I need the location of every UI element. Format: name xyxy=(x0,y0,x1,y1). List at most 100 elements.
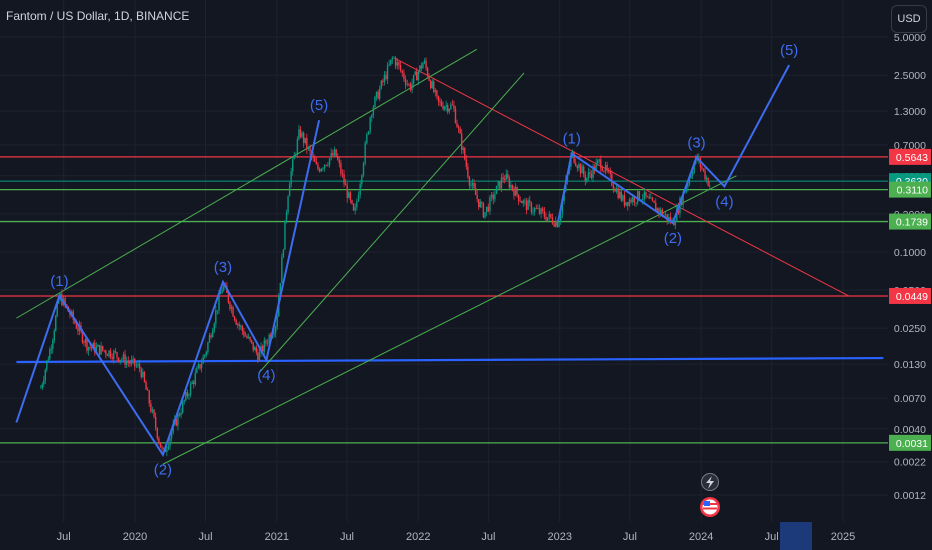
candle xyxy=(499,181,501,190)
candle xyxy=(416,67,418,81)
candle xyxy=(623,190,626,208)
trend-line-8[interactable] xyxy=(16,48,478,319)
candle xyxy=(205,350,208,358)
candle xyxy=(208,332,211,344)
candle xyxy=(137,360,139,369)
candle xyxy=(213,322,215,334)
currency-button[interactable]: USD xyxy=(891,5,927,33)
trend-line-10[interactable] xyxy=(162,175,737,465)
candle xyxy=(601,165,604,172)
candle xyxy=(241,324,244,335)
candle xyxy=(371,113,373,123)
candle xyxy=(117,357,120,363)
candle xyxy=(403,69,405,82)
candle xyxy=(645,191,647,200)
candle xyxy=(307,146,310,151)
us-flag-icon[interactable] xyxy=(700,497,720,517)
candle xyxy=(135,362,138,369)
wave-path-0[interactable] xyxy=(15,119,321,457)
candle xyxy=(140,366,142,380)
candle xyxy=(465,155,468,170)
wave-label: (1) xyxy=(50,273,68,290)
candle xyxy=(457,124,460,134)
price-level-tag[interactable] xyxy=(889,148,931,165)
candle xyxy=(186,389,189,399)
candle xyxy=(180,408,182,419)
candle xyxy=(43,375,45,388)
candle xyxy=(357,191,360,202)
trend-line-6[interactable] xyxy=(16,356,884,364)
price-level-label: 0.3110 xyxy=(897,185,928,197)
candle xyxy=(327,161,329,167)
wave-label: (4) xyxy=(257,367,275,384)
candle xyxy=(240,324,242,330)
candle xyxy=(189,381,192,398)
price-tick-label: 2.5000 xyxy=(894,70,926,82)
trend-line-9[interactable] xyxy=(258,72,525,374)
candle xyxy=(341,169,344,178)
candlestick-series xyxy=(40,56,711,457)
candle xyxy=(426,66,429,79)
price-tick-label: 0.0130 xyxy=(894,359,926,371)
candle xyxy=(290,167,292,188)
time-axis-highlight[interactable] xyxy=(780,522,812,550)
candle xyxy=(199,363,201,371)
price-level-tag[interactable] xyxy=(889,287,931,304)
candle xyxy=(338,156,341,168)
candle xyxy=(109,348,112,360)
price-level-tag[interactable] xyxy=(889,434,931,451)
price-axis[interactable]: 5.00002.50001.30000.70000.40000.20000.10… xyxy=(888,32,932,522)
candle xyxy=(296,136,299,159)
candle xyxy=(281,253,283,284)
candle xyxy=(542,206,544,214)
candle xyxy=(625,202,627,207)
candle xyxy=(443,105,446,111)
candle xyxy=(495,185,498,195)
candle xyxy=(414,70,416,76)
candle xyxy=(227,292,230,304)
candle xyxy=(143,370,146,383)
candle xyxy=(479,198,481,208)
candle xyxy=(359,180,361,199)
candle xyxy=(546,217,549,222)
candle xyxy=(600,155,602,173)
price-tick-label: 5.0000 xyxy=(894,32,926,44)
candle xyxy=(183,399,185,405)
price-level-label: 0.0031 xyxy=(896,438,928,450)
candle xyxy=(315,156,318,165)
candle xyxy=(497,180,499,190)
candle xyxy=(282,248,285,259)
wave-path-1[interactable] xyxy=(557,64,790,225)
candle xyxy=(419,65,421,74)
candle xyxy=(492,191,494,205)
price-level-tag[interactable] xyxy=(889,213,931,230)
candle xyxy=(473,179,475,190)
candle xyxy=(210,332,212,340)
candle xyxy=(249,336,251,343)
candle xyxy=(41,382,44,391)
candle xyxy=(537,204,539,210)
candle xyxy=(436,89,438,100)
candle xyxy=(382,78,384,86)
candle xyxy=(150,400,152,414)
candle xyxy=(366,132,368,145)
wave-label: (1) xyxy=(563,131,581,148)
candle xyxy=(146,387,149,391)
candle xyxy=(274,325,277,338)
candle xyxy=(476,190,478,203)
candle xyxy=(90,346,93,352)
candle xyxy=(409,81,412,92)
candle xyxy=(513,186,515,200)
trend-line-7[interactable] xyxy=(394,57,849,297)
price-level-tag[interactable] xyxy=(889,181,931,198)
candle xyxy=(47,356,50,362)
candle xyxy=(221,287,223,294)
time-axis[interactable]: Jul 2020 Jul 2021 Jul 2022 Jul 2023 Jul 2024 Jul 20… xyxy=(0,522,932,550)
candle xyxy=(503,175,506,184)
candle xyxy=(511,184,514,192)
candle xyxy=(447,103,449,115)
candle xyxy=(655,198,657,212)
candle xyxy=(553,221,555,228)
flash-icon[interactable] xyxy=(701,473,719,491)
